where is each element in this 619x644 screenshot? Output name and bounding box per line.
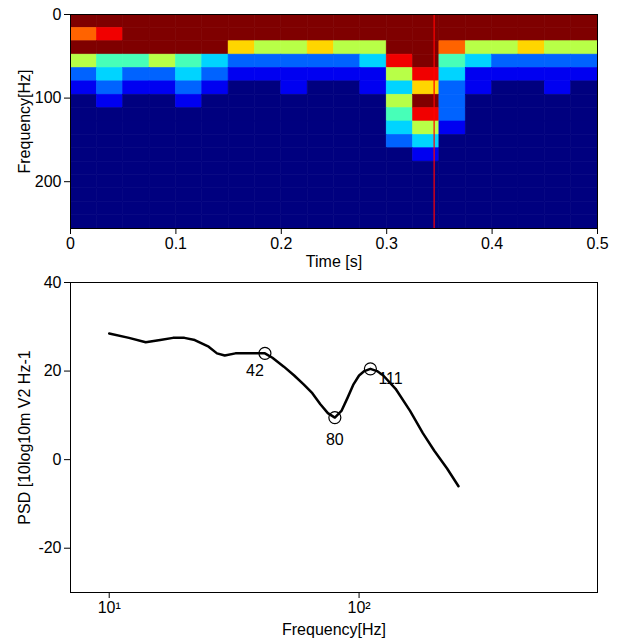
svg-text:0.1: 0.1 <box>165 235 187 252</box>
svg-text:0: 0 <box>53 451 62 468</box>
svg-text:20: 20 <box>44 362 62 379</box>
svg-text:42: 42 <box>246 362 264 379</box>
svg-text:Time [s]: Time [s] <box>306 253 362 270</box>
svg-text:10²: 10² <box>348 599 372 616</box>
svg-text:80: 80 <box>326 431 344 448</box>
svg-text:-20: -20 <box>38 539 61 556</box>
svg-text:PSD [10log10m V2 Hz-1: PSD [10log10m V2 Hz-1 <box>16 350 33 524</box>
svg-text:0: 0 <box>66 235 75 252</box>
svg-text:10¹: 10¹ <box>98 599 121 616</box>
svg-text:0: 0 <box>53 6 62 23</box>
svg-text:100: 100 <box>35 89 62 106</box>
svg-text:0.5: 0.5 <box>586 235 608 252</box>
svg-text:0.3: 0.3 <box>376 235 398 252</box>
svg-text:0.2: 0.2 <box>270 235 292 252</box>
svg-text:Frequency[Hz]: Frequency[Hz] <box>282 621 386 638</box>
svg-text:40: 40 <box>44 274 62 291</box>
svg-text:0.4: 0.4 <box>481 235 503 252</box>
svg-text:200: 200 <box>35 173 62 190</box>
svg-text:Frequency[Hz]: Frequency[Hz] <box>16 69 33 173</box>
svg-text:111: 111 <box>378 370 402 387</box>
